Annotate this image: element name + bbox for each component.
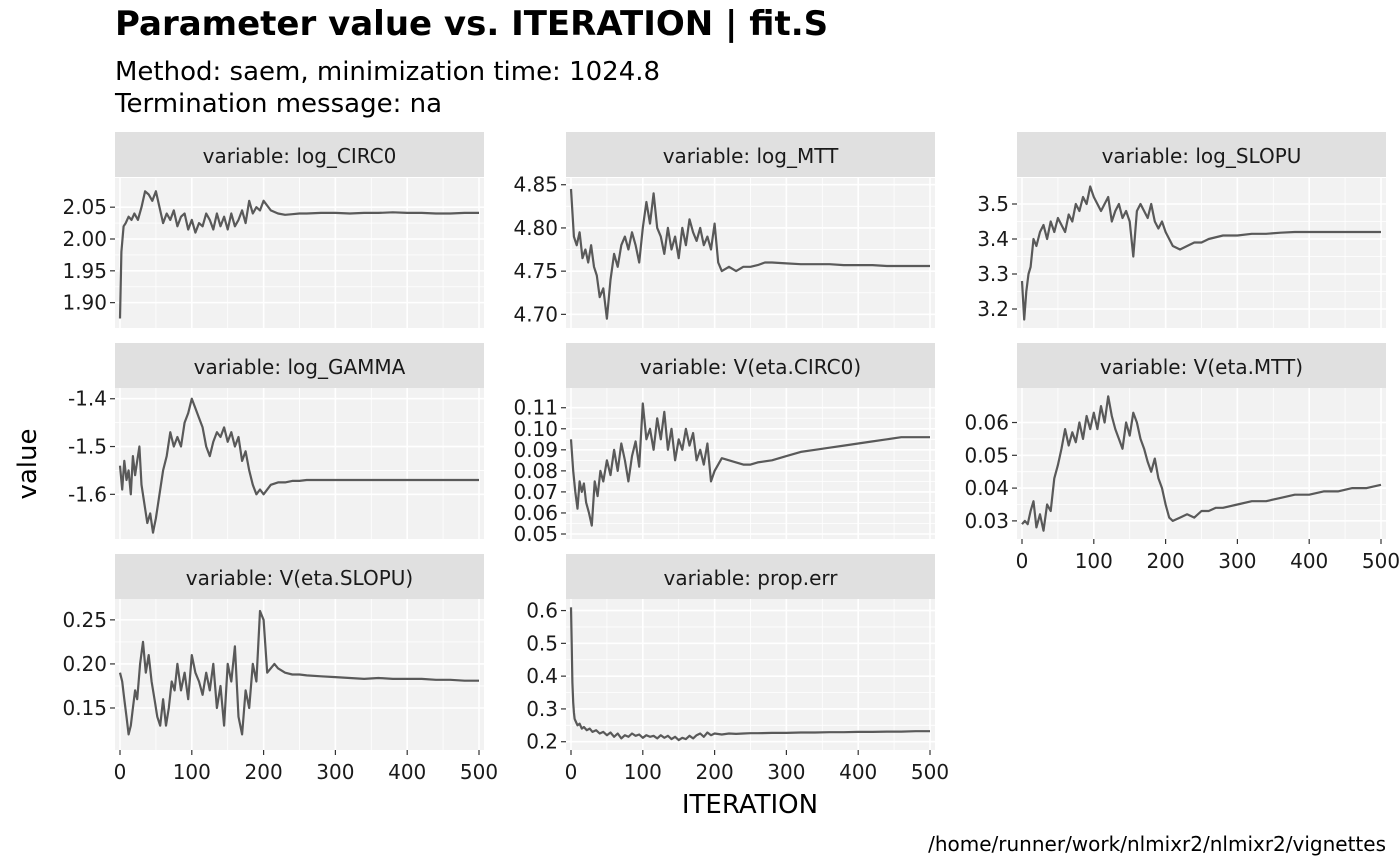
series-line-log-circ0 (118, 190, 479, 319)
y-tick-label: 2.05 (62, 195, 107, 219)
strip-log-circ0 (115, 132, 484, 177)
x-tick-label: 400 (839, 760, 877, 784)
y-tick-label: 0.2 (526, 730, 558, 754)
y-tick-label: 0.20 (62, 652, 107, 676)
y-tick-label: 0.05 (513, 522, 558, 546)
y-tick-label: 4.70 (513, 302, 558, 326)
series-line-v-eta-slopu (118, 609, 479, 736)
x-tick-label: 500 (1362, 549, 1400, 573)
y-tick-label: 1.90 (62, 291, 107, 315)
x-tick-label: 200 (696, 760, 734, 784)
strip-label-log-circ0: variable: log_CIRC0 (203, 144, 397, 168)
x-tick-label: 300 (767, 760, 805, 784)
y-tick-label: 4.85 (513, 173, 558, 197)
x-tick-label: 300 (316, 760, 354, 784)
strip-log-slopu (1017, 132, 1386, 177)
panel-log-mtt: variable: log_MTT 4.70 4.75 4.80 4.85 (513, 132, 935, 328)
y-tick-label: 0.6 (526, 599, 558, 623)
x-tick-label: 0 (114, 760, 127, 784)
y-tick-label: 0.07 (513, 480, 558, 504)
y-tick-label: 0.06 (964, 411, 1009, 435)
y-tick-label: 0.06 (513, 501, 558, 525)
y-tick-label: -1.6 (68, 482, 107, 506)
x-tick-label: 400 (1290, 549, 1328, 573)
strip-log-gamma (115, 343, 484, 388)
y-tick-label: 3.3 (977, 262, 1009, 286)
panel-log-slopu: variable: log_SLOPU 3.2 3.3 3.4 3.5 (977, 132, 1386, 328)
x-tick-label: 500 (460, 760, 498, 784)
y-tick-label: 0.08 (513, 459, 558, 483)
panel-log-gamma: variable: log_GAMMA -1.6 -1.5 -1.4 (68, 343, 484, 539)
x-tick-label: 100 (1075, 549, 1113, 573)
chart-caption: /home/runner/work/nlmixr2/nlmixr2/vignet… (928, 832, 1386, 856)
y-tick-label: 0.04 (964, 476, 1009, 500)
y-tick-label: 0.10 (513, 417, 558, 441)
x-tick-label: 200 (1147, 549, 1185, 573)
strip-v-eta-slopu (115, 554, 484, 599)
y-tick-label: -1.5 (68, 435, 107, 459)
strip-label-v-eta-slopu: variable: V(eta.SLOPU) (186, 566, 413, 590)
series-line-log-slopu (1020, 185, 1381, 321)
strip-v-eta-circ0 (566, 343, 935, 388)
y-tick-label: 3.2 (977, 297, 1009, 321)
strip-label-log-slopu: variable: log_SLOPU (1102, 144, 1302, 168)
y-tick-label: 4.75 (513, 259, 558, 283)
facet-panels: variable: log_CIRC01.901.952.002.05varia… (62, 132, 1400, 784)
x-tick-label: 0 (1016, 549, 1029, 573)
y-tick-label: 4.80 (513, 216, 558, 240)
y-tick-label: 0.03 (964, 509, 1009, 533)
strip-log-mtt (566, 132, 935, 177)
x-tick-label: 100 (624, 760, 662, 784)
chart-title: Parameter value vs. ITERATION | fit.S (115, 4, 828, 44)
y-tick-label: 0.5 (526, 631, 558, 655)
chart-subtitle-line-2: Termination message: na (114, 89, 442, 119)
panel-log-circ0: variable: log_CIRC0 1.90 1.95 2.00 2.05 (62, 132, 484, 328)
x-tick-label: 400 (388, 760, 426, 784)
series-line-log-gamma (118, 397, 479, 534)
panel-v-eta-slopu: variable: V(eta.SLOPU) 0.15 0.20 0.25 0 100 20… (62, 554, 498, 784)
chart-subtitle-line-1: Method: saem, minimization time: 1024.8 (115, 57, 660, 87)
x-tick-label: 300 (1218, 549, 1256, 573)
x-tick-label: 0 (565, 760, 578, 784)
x-tick-label: 200 (245, 760, 283, 784)
series-line-prop-err (569, 607, 930, 742)
y-tick-label: 0.25 (62, 608, 107, 632)
strip-label-log-gamma: variable: log_GAMMA (194, 355, 406, 379)
strip-label-log-mtt: variable: log_MTT (663, 144, 839, 168)
y-tick-label: -1.4 (68, 387, 107, 411)
strip-v-eta-mtt (1017, 343, 1386, 388)
y-tick-label: 0.3 (526, 697, 558, 721)
panel-v-eta-circ0: variable: V(eta.CIRC0)0.050.060.070.080.… (513, 343, 935, 546)
y-axis-title: value (13, 428, 43, 499)
strip-label-v-eta-circ0: variable: V(eta.CIRC0) (640, 355, 861, 379)
y-tick-label: 2.00 (62, 227, 107, 251)
y-tick-label: 3.5 (977, 192, 1009, 216)
y-tick-label: 0.09 (513, 438, 558, 462)
panel-prop-err: variable: prop.err 0.2 0.3 0.4 0.5 0.6 0 100 200… (526, 554, 949, 784)
series-line-v-eta-circ0 (569, 402, 930, 527)
x-axis-title: ITERATION (682, 790, 818, 820)
y-tick-label: 3.4 (977, 227, 1009, 251)
y-tick-label: 0.4 (526, 664, 558, 688)
y-tick-label: 0.05 (964, 443, 1009, 467)
y-tick-label: 0.11 (513, 396, 558, 420)
strip-label-prop-err: variable: prop.err (664, 566, 839, 590)
strip-prop-err (566, 554, 935, 599)
y-tick-label: 0.15 (62, 696, 107, 720)
x-tick-label: 500 (911, 760, 949, 784)
strip-label-v-eta-mtt: variable: V(eta.MTT) (1100, 355, 1303, 379)
x-tick-label: 100 (173, 760, 211, 784)
panel-v-eta-mtt: variable: V(eta.MTT) 0.03 0.04 0.05 0.06 0 100… (964, 343, 1400, 573)
series-line-v-eta-mtt (1021, 395, 1382, 532)
series-line-log-mtt (569, 188, 930, 320)
y-tick-label: 1.95 (62, 259, 107, 283)
